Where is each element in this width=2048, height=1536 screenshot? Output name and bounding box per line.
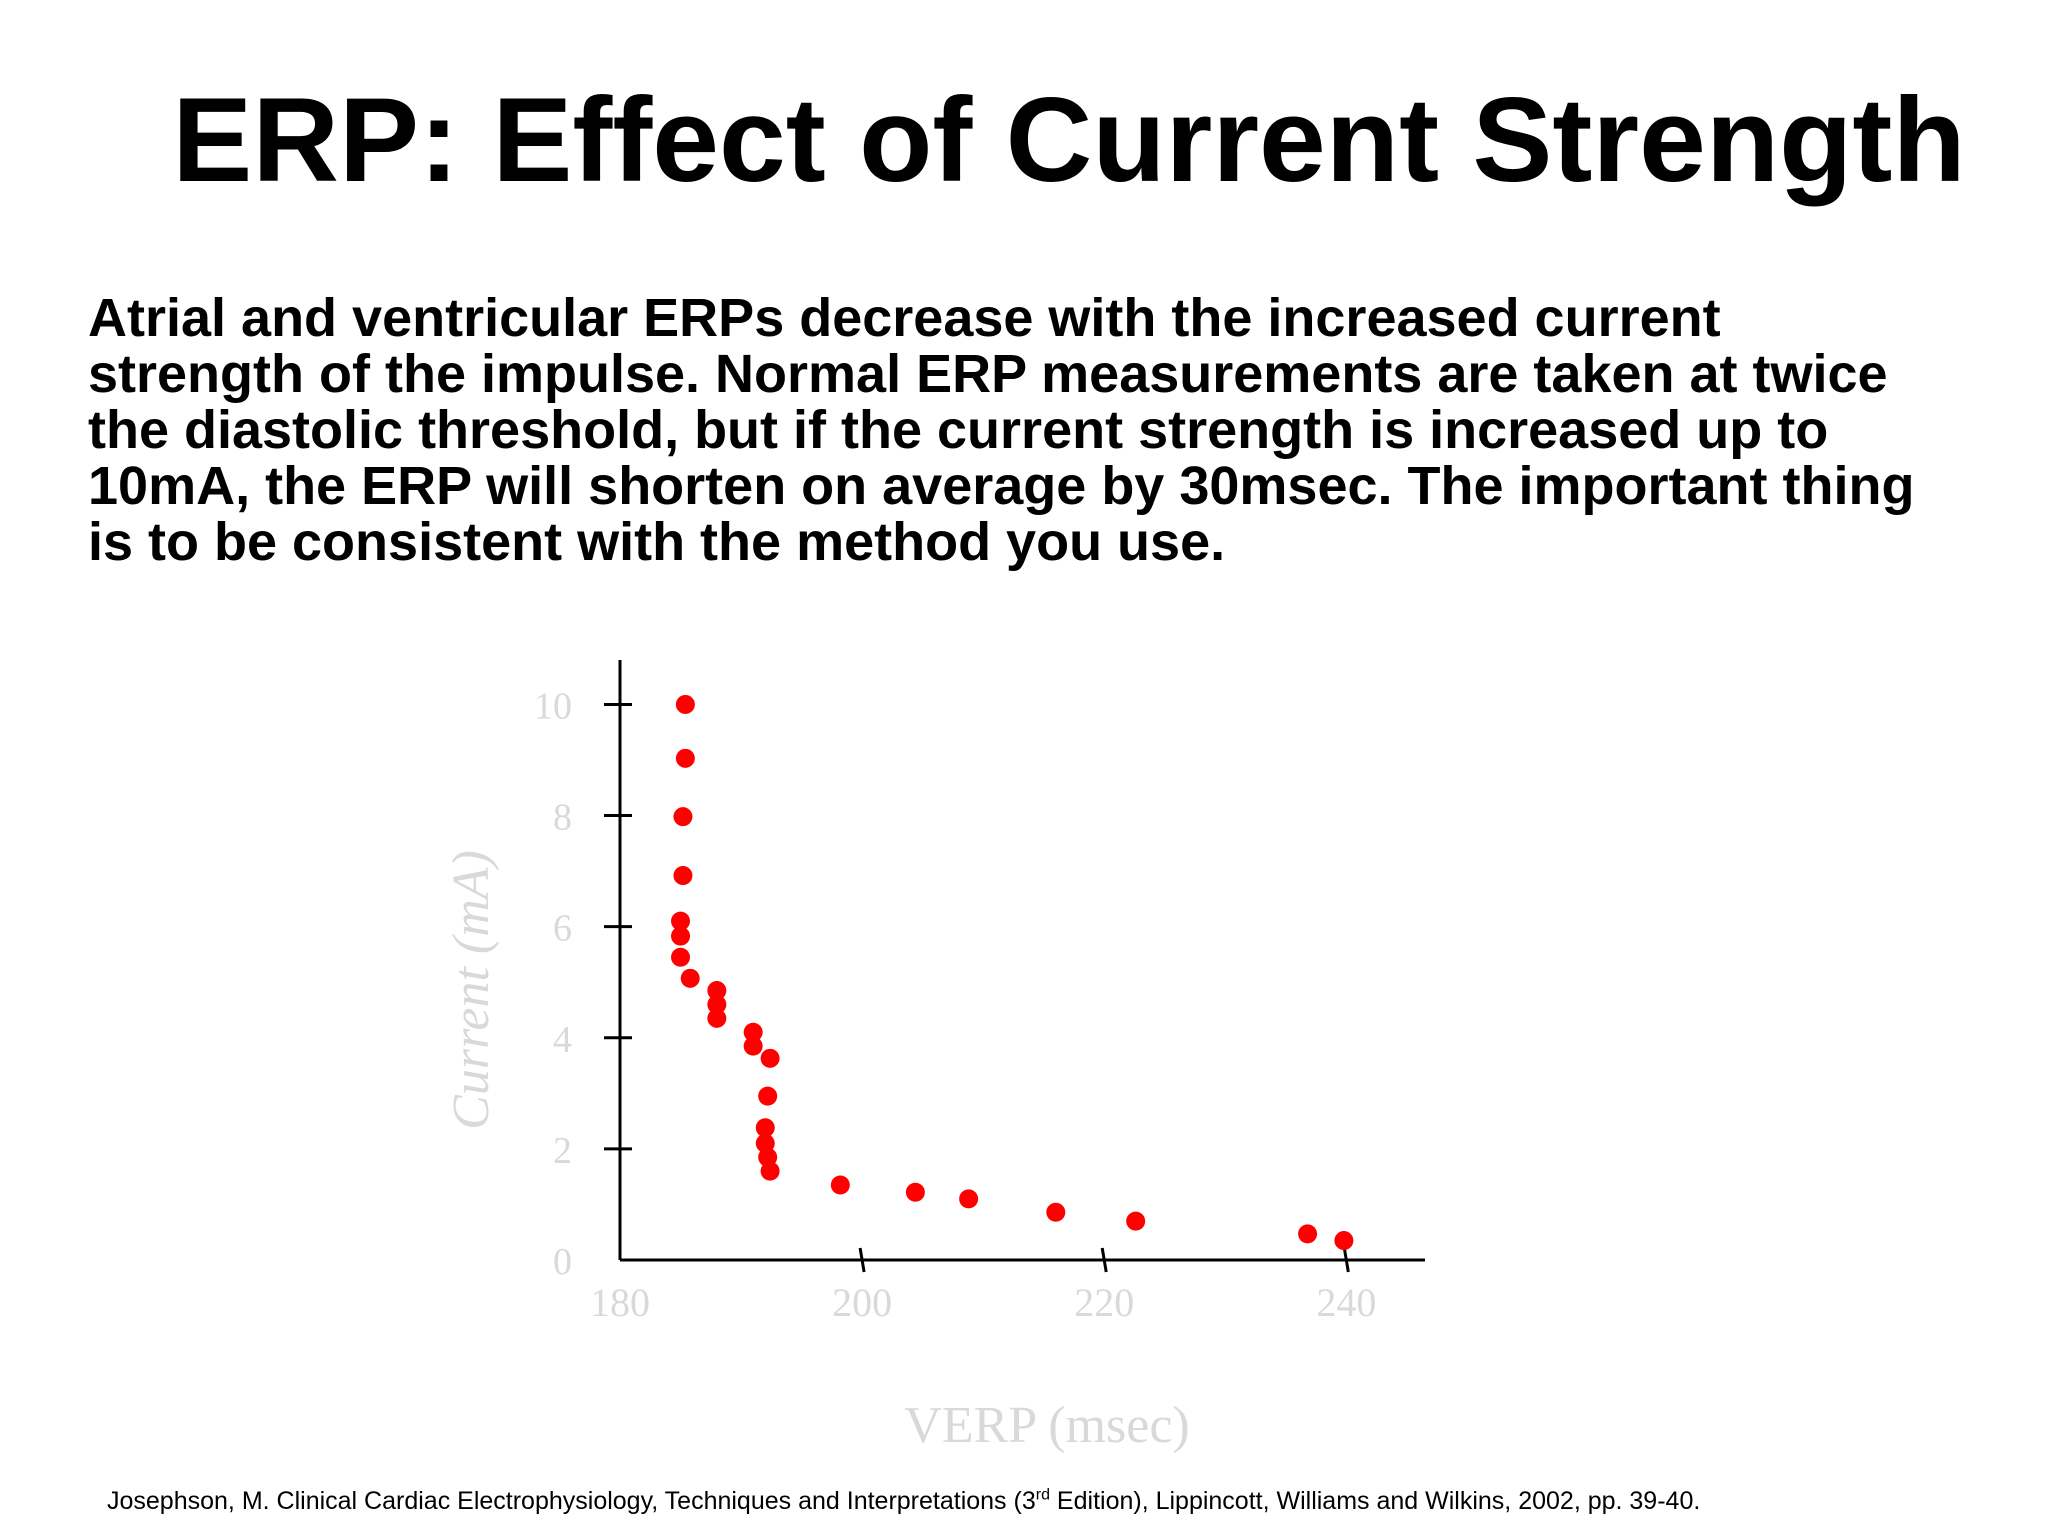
data-point xyxy=(675,748,695,768)
data-point xyxy=(707,994,727,1014)
data-point xyxy=(707,1008,727,1028)
x-tick-label: 220 xyxy=(1074,1280,1134,1325)
citation-text: Josephson, M. Clinical Cardiac Electroph… xyxy=(107,1487,1036,1515)
data-point xyxy=(675,694,695,714)
x-tick-label: 200 xyxy=(832,1280,892,1325)
data-point xyxy=(671,947,691,967)
citation: Josephson, M. Clinical Cardiac Electroph… xyxy=(107,1486,1700,1516)
body-line-5: is to be consistent with the method you … xyxy=(88,512,1226,572)
y-tick-label: 2 xyxy=(553,1130,572,1172)
body-line-4: 10mA, the ERP will shorten on average by… xyxy=(88,456,1915,516)
body-line-2: strength of the impulse. Normal ERP meas… xyxy=(88,344,1888,404)
data-point xyxy=(671,911,691,931)
body-line-1: Atrial and ventricular ERPs decrease wit… xyxy=(88,288,1721,348)
data-point xyxy=(1046,1202,1066,1222)
y-tick-label: 8 xyxy=(553,797,572,839)
data-point xyxy=(1126,1211,1146,1231)
data-point xyxy=(1298,1224,1318,1244)
data-point xyxy=(755,1118,775,1138)
x-tick-label: 180 xyxy=(590,1280,650,1325)
body-line-3: the diastolic threshold, but if the curr… xyxy=(88,400,1829,460)
data-point xyxy=(758,1086,778,1106)
x-tick-mark xyxy=(1100,1247,1108,1273)
data-point xyxy=(707,981,727,1001)
data-point xyxy=(905,1182,925,1202)
data-point xyxy=(760,1161,780,1181)
x-tick-label: 240 xyxy=(1316,1280,1376,1325)
data-point xyxy=(760,1048,780,1068)
chart-axes xyxy=(618,660,1425,1262)
data-point xyxy=(959,1189,979,1209)
chart-points xyxy=(671,694,1354,1251)
x-tick-mark xyxy=(1342,1247,1350,1273)
body-paragraph: Atrial and ventricular ERPs decrease wit… xyxy=(88,290,2048,570)
data-point xyxy=(671,926,691,946)
y-tick-label: 6 xyxy=(553,908,572,950)
y-tick-label: 4 xyxy=(553,1019,572,1061)
y-axis-title: Current (mA) xyxy=(443,850,500,1130)
citation-text-end: Edition), Lippincott, Williams and Wilki… xyxy=(1049,1487,1701,1515)
data-point xyxy=(743,1036,763,1056)
y-tick-label: 10 xyxy=(534,685,572,727)
data-point xyxy=(673,807,693,827)
chart-ticks: 180 200 220 240 0 2 4 6 8 10 xyxy=(534,685,1376,1325)
slide-title: ERP: Effect of Current Strength xyxy=(172,73,1966,207)
data-point xyxy=(673,866,693,886)
x-axis-title: VERP (msec) xyxy=(904,1397,1189,1454)
data-point xyxy=(830,1175,850,1195)
data-point xyxy=(743,1022,763,1042)
data-point xyxy=(680,968,700,988)
x-tick-mark xyxy=(858,1247,866,1273)
y-tick-label: 0 xyxy=(553,1241,572,1283)
citation-superscript: rd xyxy=(1035,1486,1050,1504)
data-point xyxy=(1334,1231,1354,1251)
